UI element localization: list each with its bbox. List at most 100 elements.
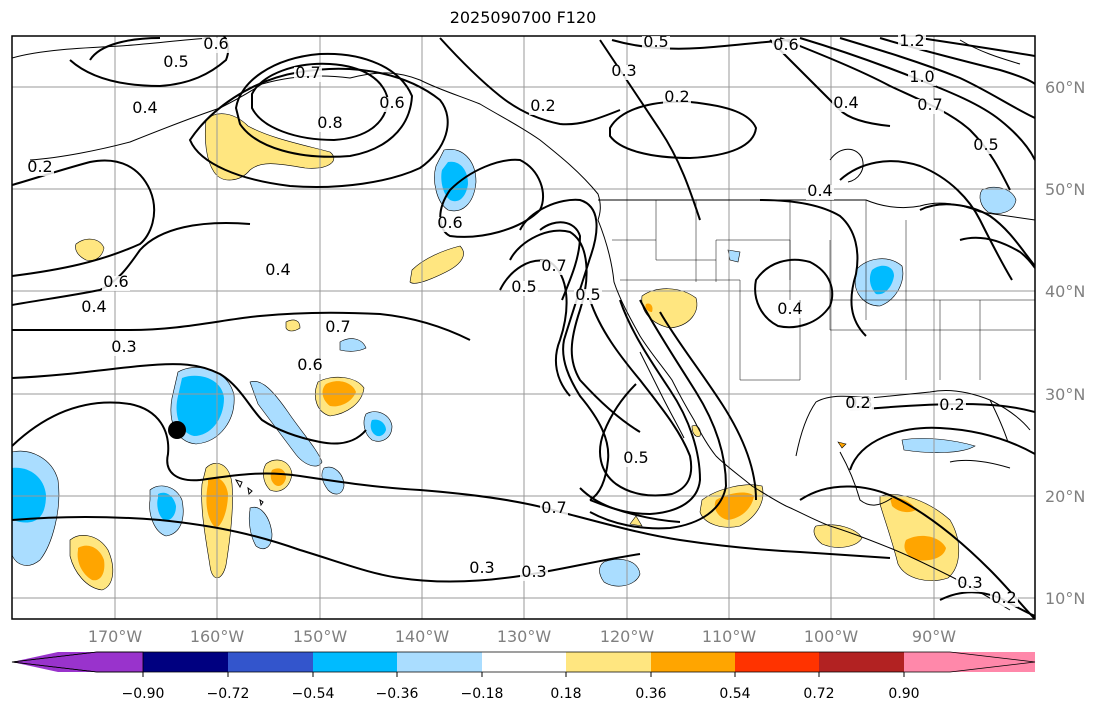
colorbar-extend-low <box>12 652 143 672</box>
contour-label: 0.2 <box>991 588 1016 607</box>
latitude-label: 30°N <box>1045 385 1085 404</box>
contour-label: 0.2 <box>530 96 555 115</box>
contour-label: 0.6 <box>773 35 798 54</box>
positive-anomaly-patch <box>629 515 643 527</box>
colorbar-tick-label: 0.90 <box>888 686 919 702</box>
colorbar-segment <box>397 652 482 672</box>
longitude-label: 110°W <box>702 627 757 646</box>
colorbar-segment <box>228 652 313 672</box>
contour-label: 0.4 <box>132 98 157 117</box>
contour-label: 0.4 <box>807 181 832 200</box>
latitude-label: 10°N <box>1045 589 1085 608</box>
colorbar-tick-label: −0.72 <box>207 686 250 702</box>
contour-label: 0.6 <box>379 93 404 112</box>
state-borders <box>612 200 1035 381</box>
negative-anomaly-core <box>176 375 224 436</box>
positive-anomaly-core <box>714 492 754 520</box>
map-title: 2025090700 F120 <box>449 8 597 27</box>
contour-label: 0.7 <box>541 498 566 517</box>
contour-label: 0.6 <box>203 34 228 53</box>
colorbar-tick-label: −0.54 <box>292 686 335 702</box>
latitude-label: 40°N <box>1045 282 1085 301</box>
colorbar-tick-label: 0.72 <box>803 686 834 702</box>
positive-anomaly-core <box>645 303 653 312</box>
colorbar-segment <box>313 652 397 672</box>
longitude-label: 160°W <box>190 627 245 646</box>
contour-label: 0.7 <box>917 95 942 114</box>
contour-label: 1.2 <box>899 31 924 50</box>
contour-label: 0.4 <box>265 260 290 279</box>
latitude-labels: 60°N 50°N 40°N 30°N 20°N 10°N <box>1045 78 1085 608</box>
contour-label: 0.2 <box>27 157 52 176</box>
longitude-label: 100°W <box>804 627 859 646</box>
negative-anomaly-patch <box>599 559 641 587</box>
contour-label: 0.2 <box>939 395 964 414</box>
colorbar-tick-label: −0.18 <box>461 686 504 702</box>
map-frame <box>11 35 1036 620</box>
colorbar-segment <box>143 652 228 672</box>
contour-label: 0.7 <box>541 256 566 275</box>
contour-label: 0.5 <box>511 277 536 296</box>
positive-anomaly-core <box>904 535 946 561</box>
contour-label: 0.2 <box>664 87 689 106</box>
negative-anomaly-patch <box>727 249 741 263</box>
contour-label: 0.8 <box>317 113 342 132</box>
contour-label: 0.5 <box>973 135 998 154</box>
longitude-label: 120°W <box>600 627 655 646</box>
colorbar-tick-label: 0.36 <box>635 686 666 702</box>
latitude-label: 60°N <box>1045 78 1085 97</box>
contour-label: 0.3 <box>521 562 546 581</box>
contour-label: 0.6 <box>297 355 322 374</box>
positive-anomaly-patch <box>837 441 847 449</box>
colorbar-tick-label: 0.18 <box>550 686 581 702</box>
contour-labels: 0.6 0.5 0.4 0.7 0.8 0.6 0.2 0.3 0.5 0.2 0.6 1.2 1.0 0… <box>26 31 1018 607</box>
colorbar-segment <box>482 652 566 672</box>
positive-anomaly-patch <box>75 238 105 261</box>
colorbar: −0.90 −0.72 −0.54 −0.36 −0.18 0.18 0.36 0.54 0.7… <box>11 651 1036 702</box>
longitude-labels: 170°W 160°W 150°W 140°W 130°W 120°W 110°W 100°W… <box>88 627 956 646</box>
colorbar-segment <box>819 652 904 672</box>
contour-label: 0.5 <box>163 52 188 71</box>
contour-label: 0.5 <box>575 285 600 304</box>
negative-anomaly-core <box>12 467 46 523</box>
contour-label: 0.4 <box>777 299 802 318</box>
shaded-anomalies <box>12 113 1017 591</box>
negative-anomaly-patch <box>979 187 1017 214</box>
positive-anomaly-patch <box>409 245 464 284</box>
contour-label: 0.7 <box>325 317 350 336</box>
contour-label: 0.3 <box>111 337 136 356</box>
positive-anomaly-core <box>77 545 105 581</box>
location-marker <box>168 421 186 439</box>
contour-label: 0.3 <box>611 61 636 80</box>
contour-label: 0.5 <box>643 32 668 51</box>
colorbar-tick-label: −0.36 <box>376 686 419 702</box>
positive-anomaly-patch <box>813 524 863 548</box>
longitude-label: 130°W <box>497 627 552 646</box>
negative-anomaly-patch <box>249 381 323 467</box>
contour-label: 0.3 <box>957 573 982 592</box>
colorbar-tick-label: 0.54 <box>719 686 750 702</box>
colorbar-segment <box>735 652 819 672</box>
colorbar-extend-high <box>904 652 1035 672</box>
longitude-label: 90°W <box>912 627 956 646</box>
contour-label: 0.6 <box>103 272 128 291</box>
colorbar-segment <box>651 652 735 672</box>
positive-anomaly-patch <box>285 319 301 332</box>
contour-label: 0.5 <box>623 448 648 467</box>
colorbar-tick-label: −0.90 <box>122 686 165 702</box>
latitude-label: 20°N <box>1045 487 1085 506</box>
colorbar-segment <box>566 652 651 672</box>
negative-anomaly-core <box>869 265 894 295</box>
contour-label: 1.0 <box>909 67 934 86</box>
contour-label: 0.6 <box>437 213 462 232</box>
negative-anomaly-patch <box>339 338 367 352</box>
negative-anomaly-core <box>157 492 176 521</box>
longitude-label: 150°W <box>293 627 348 646</box>
negative-anomaly-patch <box>901 438 976 453</box>
contour-label: 0.3 <box>469 558 494 577</box>
longitude-label: 140°W <box>395 627 450 646</box>
positive-anomaly-core <box>890 497 916 513</box>
negative-anomaly-core <box>370 419 386 437</box>
